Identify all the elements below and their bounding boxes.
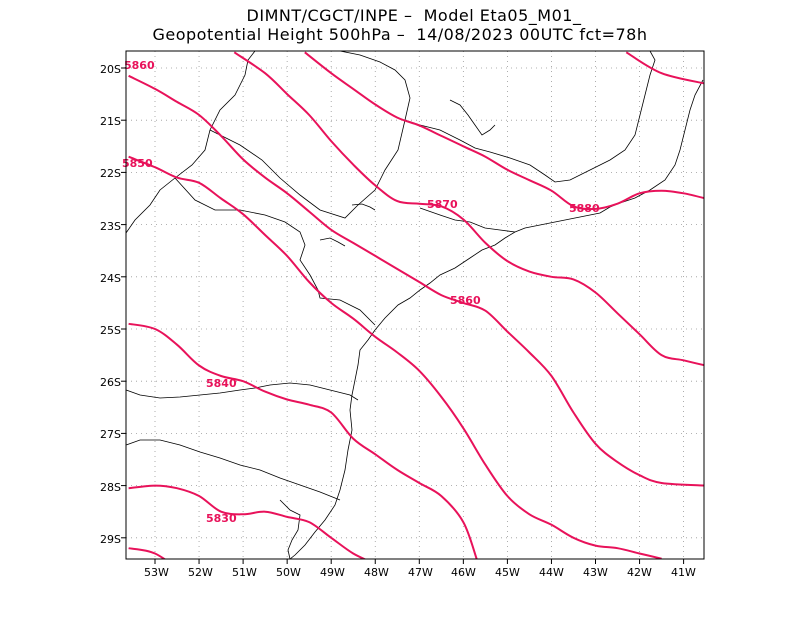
contour-label-5840: 5840 bbox=[206, 377, 237, 390]
contour-label-5830: 5830 bbox=[206, 512, 237, 525]
lon-tick-label: 49W bbox=[320, 566, 345, 579]
longitude-axis: 53W 52W 51W 50W 49W 48W 47W 46W 45W 44W … bbox=[144, 566, 696, 579]
lon-tick-label: 50W bbox=[276, 566, 301, 579]
contour-line-5840 bbox=[128, 322, 478, 559]
lat-tick-label: 26S bbox=[100, 376, 121, 389]
contour-labels: 5830 5840 5850 5860 5870 5880 5860 bbox=[122, 59, 600, 525]
coastline-borders bbox=[126, 51, 704, 559]
lat-tick-label: 21S bbox=[100, 115, 121, 128]
contour-line-5850 bbox=[128, 155, 662, 559]
contour-line-5880 bbox=[304, 51, 704, 211]
lon-tick-label: 52W bbox=[188, 566, 213, 579]
plot-frame bbox=[125, 50, 705, 560]
contour-line-5830 bbox=[128, 484, 367, 559]
lat-tick-label: 20S bbox=[100, 63, 121, 76]
border-line bbox=[419, 207, 516, 233]
contour-line-5870 bbox=[233, 51, 704, 367]
lon-tick-label: 42W bbox=[627, 566, 652, 579]
lon-tick-label: 47W bbox=[408, 566, 433, 579]
lake-outline bbox=[319, 237, 346, 247]
lat-tick-label: 27S bbox=[100, 428, 121, 441]
lon-tick-label: 45W bbox=[495, 566, 520, 579]
lon-tick-label: 44W bbox=[539, 566, 564, 579]
lon-tick-label: 48W bbox=[364, 566, 389, 579]
title-line-1: DIMNT/CGCT/INPE – Model Eta05_M01_ bbox=[246, 6, 582, 25]
title-line-2: Geopotential Height 500hPa – 14/08/2023 … bbox=[152, 25, 648, 44]
lat-tick-label: 29S bbox=[100, 533, 121, 546]
border-line bbox=[404, 51, 656, 183]
border-line bbox=[126, 439, 341, 501]
border-line bbox=[209, 51, 411, 219]
contour-line-5880 bbox=[625, 51, 704, 85]
lon-tick-label: 53W bbox=[144, 566, 169, 579]
contour-label-5870: 5870 bbox=[427, 198, 458, 211]
contour-label-5850: 5850 bbox=[122, 157, 153, 170]
coastline bbox=[374, 79, 704, 331]
contour-line-5830 bbox=[128, 547, 167, 559]
lat-tick-label: 23S bbox=[100, 220, 121, 233]
lat-tick-label: 24S bbox=[100, 272, 121, 285]
lon-tick-label: 41W bbox=[671, 566, 696, 579]
contour-label-5880: 5880 bbox=[569, 202, 600, 215]
border-line bbox=[279, 499, 301, 559]
lake-outline bbox=[351, 203, 376, 211]
contour-label-5860: 5860 bbox=[450, 294, 481, 307]
border-line bbox=[126, 51, 256, 234]
lon-tick-label: 46W bbox=[451, 566, 476, 579]
border-line bbox=[126, 382, 359, 401]
lake-outline bbox=[449, 99, 496, 136]
border-line bbox=[174, 177, 376, 326]
contour-label-5860-left: 5860 bbox=[124, 59, 155, 72]
height-contours bbox=[128, 51, 704, 559]
lon-tick-label: 51W bbox=[232, 566, 257, 579]
contour-line-5860 bbox=[128, 74, 704, 487]
lat-tick-label: 25S bbox=[100, 324, 121, 337]
lat-tick-label: 28S bbox=[100, 481, 121, 494]
latitude-axis: 20S 21S 22S 23S 24S 25S 26S 27S 28S 29S bbox=[100, 63, 121, 546]
lat-tick-label: 22S bbox=[100, 167, 121, 180]
coastline bbox=[289, 329, 376, 559]
lon-tick-label: 43W bbox=[583, 566, 608, 579]
